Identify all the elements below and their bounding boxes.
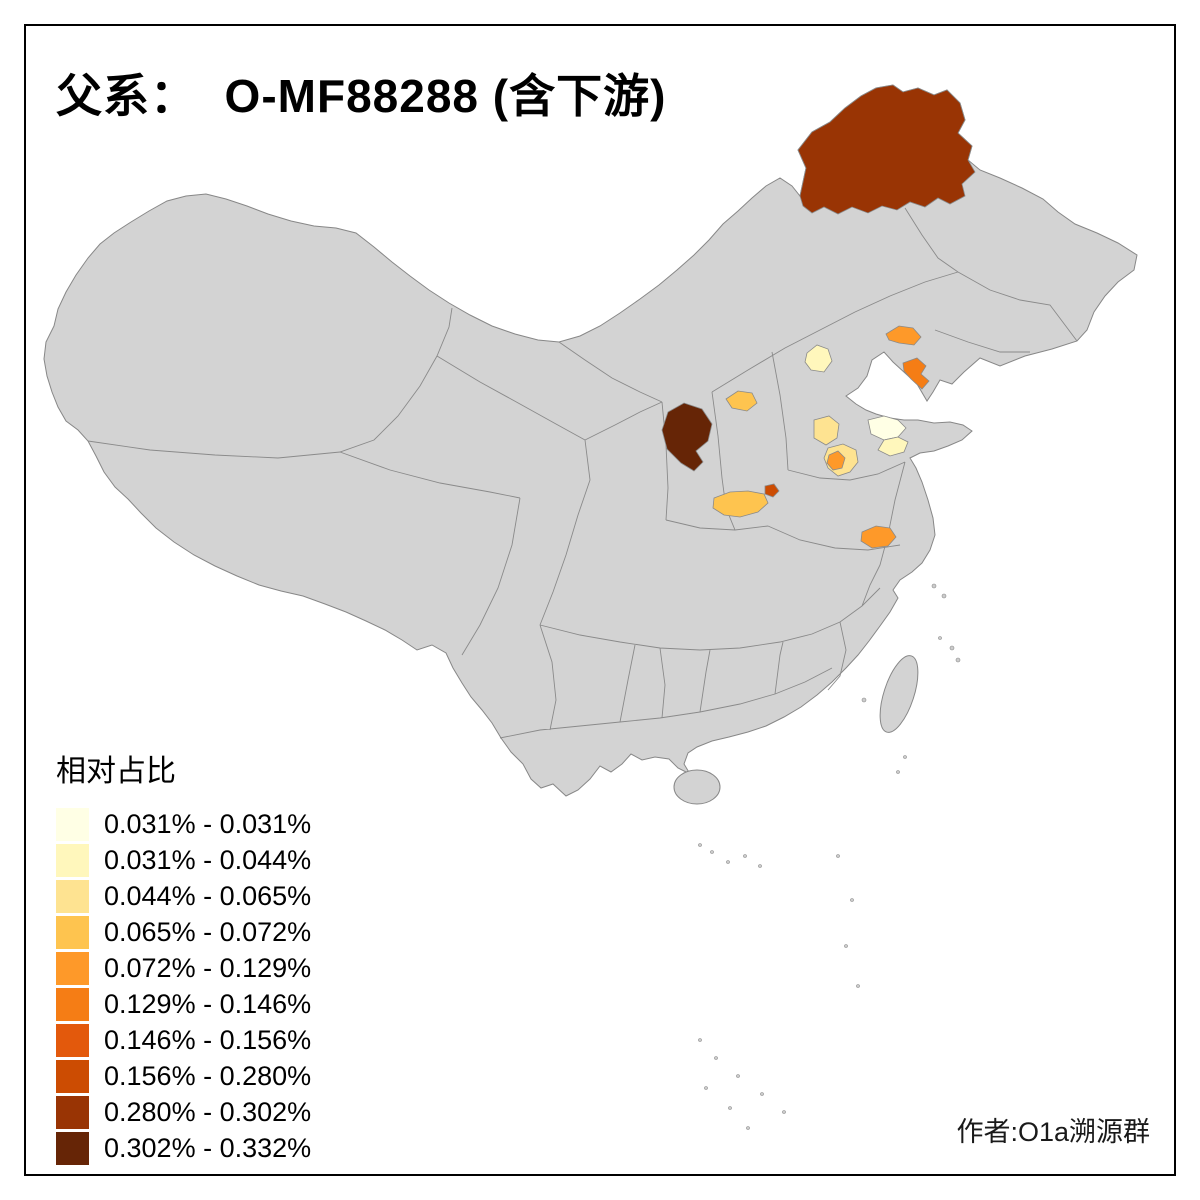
- legend-swatch: [56, 1059, 89, 1093]
- map-title: 父系： O-MF88288 (含下游): [56, 70, 667, 122]
- legend-swatch: [56, 1095, 89, 1129]
- china-mainland: [43, 84, 1138, 797]
- province-borders: [87, 207, 1078, 739]
- map-region-north-amber: [725, 390, 758, 412]
- credit-text: 作者:O1a溯源群: [956, 1117, 1150, 1147]
- legend-label: 0.072% - 0.129%: [104, 952, 312, 983]
- legend-swatch: [56, 1131, 89, 1165]
- map-region-liaoning-west: [885, 325, 922, 346]
- small-islands: [698, 583, 961, 1130]
- map-region-anhui-orange: [860, 525, 897, 549]
- legend-label: 0.129% - 0.146%: [104, 988, 312, 1019]
- legend-label: 0.156% - 0.280%: [104, 1060, 312, 1091]
- legend-swatch: [56, 915, 89, 949]
- legend-label: 0.031% - 0.031%: [104, 808, 312, 839]
- legend-label: 0.031% - 0.044%: [104, 844, 312, 875]
- legend-item: 0.129% - 0.146%: [56, 986, 311, 1022]
- legend-swatch: [56, 843, 89, 877]
- map-region-liaoning-peninsula: [902, 357, 930, 390]
- legend-swatch: [56, 1023, 89, 1057]
- legend-items: 0.031% - 0.031% 0.031% - 0.044% 0.044% - 0…: [56, 806, 311, 1166]
- map-region-south-shaanxi-amber: [712, 490, 769, 518]
- map-region-shandong-pale-1: [867, 415, 907, 441]
- legend-label: 0.280% - 0.302%: [104, 1096, 312, 1127]
- legend-item: 0.156% - 0.280%: [56, 1058, 311, 1094]
- taiwan-island: [879, 655, 919, 733]
- map-region-henan-orange: [826, 450, 846, 471]
- legend-label: 0.044% - 0.065%: [104, 880, 312, 911]
- map-region-northeast-large: [797, 84, 976, 215]
- legend-label: 0.146% - 0.156%: [104, 1024, 312, 1055]
- legend-item: 0.044% - 0.065%: [56, 878, 311, 914]
- map-region-shandong-pale-2: [877, 436, 909, 457]
- legend-item: 0.280% - 0.302%: [56, 1094, 311, 1130]
- legend-item: 0.302% - 0.332%: [56, 1130, 311, 1166]
- legend-item: 0.065% - 0.072%: [56, 914, 311, 950]
- map-region-hebei-south-yellow: [813, 415, 840, 446]
- hainan-island: [673, 769, 721, 805]
- legend-item: 0.072% - 0.129%: [56, 950, 311, 986]
- legend-title: 相对占比: [56, 755, 176, 788]
- legend-swatch: [56, 879, 89, 913]
- legend: 相对占比 0.031% - 0.031% 0.031% - 0.044% 0.044…: [56, 746, 311, 1166]
- legend-swatch: [56, 987, 89, 1021]
- legend-item: 0.031% - 0.044%: [56, 842, 311, 878]
- legend-label: 0.302% - 0.332%: [104, 1132, 312, 1163]
- legend-swatch: [56, 951, 89, 985]
- legend-label: 0.065% - 0.072%: [104, 916, 312, 947]
- map-region-small-dark-orange: [764, 483, 780, 498]
- map-region-central-darkest: [661, 402, 713, 472]
- legend-item: 0.031% - 0.031%: [56, 806, 311, 842]
- legend-item: 0.146% - 0.156%: [56, 1022, 311, 1058]
- map-region-beijing-pale: [804, 344, 833, 373]
- legend-swatch: [56, 807, 89, 841]
